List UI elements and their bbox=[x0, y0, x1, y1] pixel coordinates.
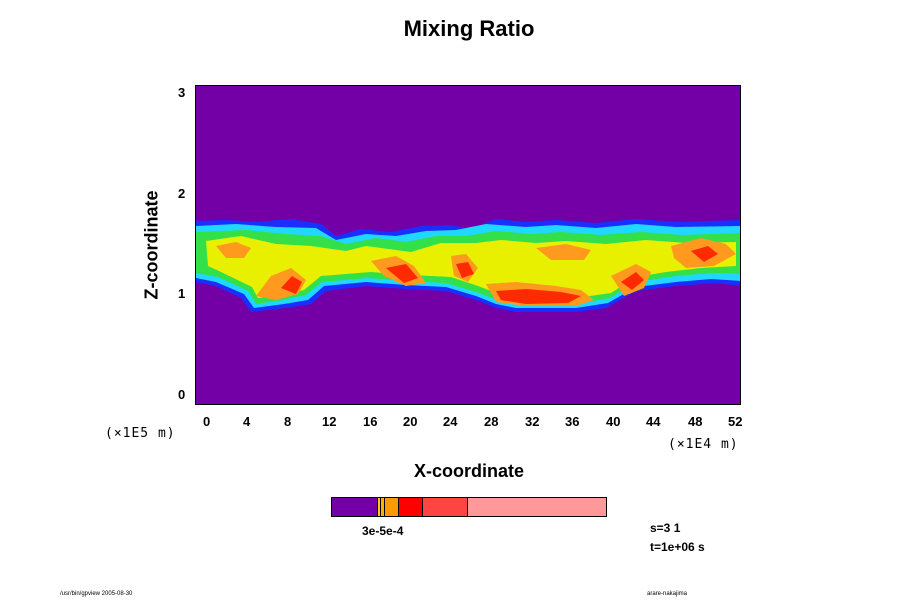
info-s: s=3 1 bbox=[650, 521, 681, 535]
colorbar-segment bbox=[399, 498, 423, 516]
colorbar-segment bbox=[378, 498, 381, 516]
x-tick-label: 28 bbox=[484, 414, 499, 429]
x-tick-label: 40 bbox=[606, 414, 621, 429]
heatmap-field bbox=[196, 219, 740, 312]
x-tick-label: 12 bbox=[322, 414, 337, 429]
x-tick-label: 44 bbox=[646, 414, 661, 429]
colorbar-segment bbox=[468, 498, 606, 516]
footer-left: /usr/bin/gpview 2005-08-30 bbox=[60, 591, 133, 597]
colorbar bbox=[331, 497, 607, 517]
y-unit-label: (×1E5 m) bbox=[105, 426, 176, 441]
x-tick-label: 48 bbox=[688, 414, 703, 429]
x-tick-label: 0 bbox=[203, 414, 211, 429]
x-tick-label: 52 bbox=[728, 414, 743, 429]
x-unit-label: (×1E4 m) bbox=[668, 437, 739, 452]
x-tick-label: 8 bbox=[284, 414, 292, 429]
colorbar-segment bbox=[385, 498, 399, 516]
chart-title: Mixing Ratio bbox=[403, 16, 535, 41]
info-t: t=1e+06 s bbox=[650, 540, 705, 554]
plot-area bbox=[195, 85, 741, 405]
x-axis-label: X-coordinate bbox=[413, 461, 524, 481]
y-tick-label: 3 bbox=[178, 85, 186, 100]
x-tick-label: 20 bbox=[403, 414, 418, 429]
colorbar-segment bbox=[381, 498, 385, 516]
footer-right: arare-nakajima bbox=[647, 591, 688, 597]
x-tick-label: 16 bbox=[363, 414, 378, 429]
x-tick-label: 24 bbox=[443, 414, 458, 429]
colorbar-segment bbox=[332, 498, 378, 516]
x-tick-label: 4 bbox=[243, 414, 251, 429]
heatmap-band-red bbox=[281, 246, 718, 304]
x-tick-label: 36 bbox=[565, 414, 580, 429]
y-tick-label: 0 bbox=[178, 387, 186, 402]
y-axis-label: Z-coordinate bbox=[141, 190, 162, 300]
colorbar-segment bbox=[423, 498, 468, 516]
x-tick-label: 32 bbox=[525, 414, 540, 429]
colorbar-label: 3e-5e-4 bbox=[362, 524, 404, 538]
y-tick-label: 2 bbox=[178, 186, 186, 201]
y-tick-label: 1 bbox=[178, 286, 186, 301]
